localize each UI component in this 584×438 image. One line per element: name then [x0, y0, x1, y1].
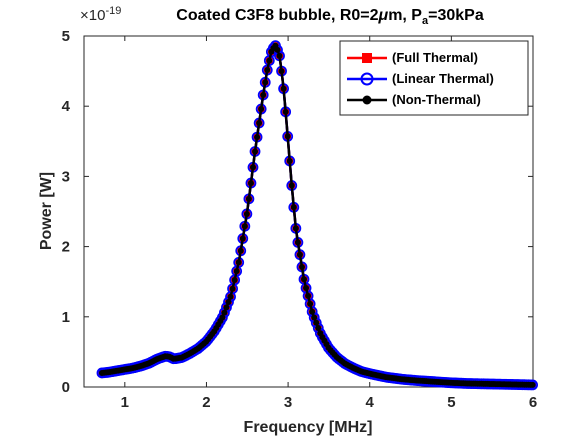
point-non-thermal: [221, 309, 228, 316]
point-non-thermal: [227, 293, 234, 300]
point-non-thermal: [245, 195, 252, 202]
point-non-thermal: [229, 285, 236, 292]
x-axis-label: Frequency [MHz]: [244, 419, 373, 436]
x-tick-label: 3: [284, 394, 292, 411]
point-non-thermal: [278, 68, 285, 75]
point-non-thermal: [303, 285, 310, 292]
point-non-thermal: [262, 79, 269, 86]
legend-entry-full-thermal: (Full Thermal): [347, 50, 478, 65]
y-tick-label: 1: [62, 309, 70, 326]
y-tick-label: 5: [62, 28, 70, 45]
point-non-thermal: [274, 46, 281, 53]
point-non-thermal: [260, 91, 267, 98]
point-non-thermal: [256, 120, 263, 127]
point-non-thermal: [286, 157, 293, 164]
point-non-thermal: [296, 251, 303, 258]
point-non-thermal: [231, 276, 238, 283]
y-tick-label: 2: [62, 239, 70, 256]
y-tick-label: 3: [62, 168, 70, 185]
point-non-thermal: [292, 225, 299, 232]
y-axis-label: Power [W]: [38, 172, 55, 250]
point-non-thermal: [301, 276, 308, 283]
point-non-thermal: [284, 133, 291, 140]
series-non-thermal: [98, 42, 536, 388]
point-non-thermal: [264, 67, 271, 74]
legend-marker-square: [362, 53, 372, 63]
point-non-thermal: [294, 239, 301, 246]
point-non-thermal: [254, 134, 261, 141]
point-non-thermal: [237, 247, 244, 254]
point-non-thermal: [258, 106, 265, 113]
point-non-thermal: [266, 57, 273, 64]
point-non-thermal: [239, 235, 246, 242]
point-non-thermal: [225, 299, 232, 306]
point-non-thermal: [219, 314, 226, 321]
point-non-thermal: [280, 85, 287, 92]
point-non-thermal: [529, 381, 536, 388]
point-non-thermal: [223, 304, 230, 311]
point-non-thermal: [282, 108, 289, 115]
point-non-thermal: [276, 52, 283, 59]
y-tick-label: 0: [62, 379, 70, 396]
x-tick-label: 1: [121, 394, 129, 411]
point-non-thermal: [252, 148, 259, 155]
point-non-thermal: [305, 292, 312, 299]
chart-title: Coated C3F8 bubble, R0=2μm, Pa=30kPa: [176, 7, 484, 27]
point-non-thermal: [307, 300, 314, 307]
series-group: [96, 40, 538, 391]
point-non-thermal: [241, 223, 248, 230]
point-non-thermal: [311, 314, 318, 321]
point-non-thermal: [243, 210, 250, 217]
x-tick-label: 2: [202, 394, 210, 411]
legend: (Full Thermal) (Linear Thermal) (Non-The…: [339, 40, 529, 116]
point-non-thermal: [249, 164, 256, 171]
y-exponent-label: ×10-19: [80, 5, 121, 24]
legend-label-full-thermal: (Full Thermal): [392, 50, 478, 65]
point-non-thermal: [298, 263, 305, 270]
point-non-thermal: [235, 259, 242, 266]
point-non-thermal: [313, 319, 320, 326]
legend-label-non-thermal: (Non-Thermal): [392, 92, 481, 107]
x-tick-label: 6: [529, 394, 537, 411]
point-non-thermal: [233, 268, 240, 275]
point-non-thermal: [288, 182, 295, 189]
point-non-thermal: [290, 204, 297, 211]
x-tick-label: 5: [447, 394, 455, 411]
point-non-thermal: [315, 325, 322, 332]
point-non-thermal: [247, 180, 254, 187]
legend-marker-circle: [360, 72, 374, 86]
legend-marker-filled-circle: [362, 95, 372, 105]
legend-label-linear-thermal: (Linear Thermal): [392, 71, 494, 86]
point-non-thermal: [309, 308, 316, 315]
legend-entry-non-thermal: (Non-Thermal): [347, 92, 481, 107]
axis-ticks: 1 2 3 4 5 6 0 1 2 3 4 5: [62, 28, 538, 411]
y-tick-label: 4: [62, 98, 71, 115]
x-tick-label: 4: [366, 394, 375, 411]
legend-entry-linear-thermal: (Linear Thermal): [347, 71, 494, 86]
